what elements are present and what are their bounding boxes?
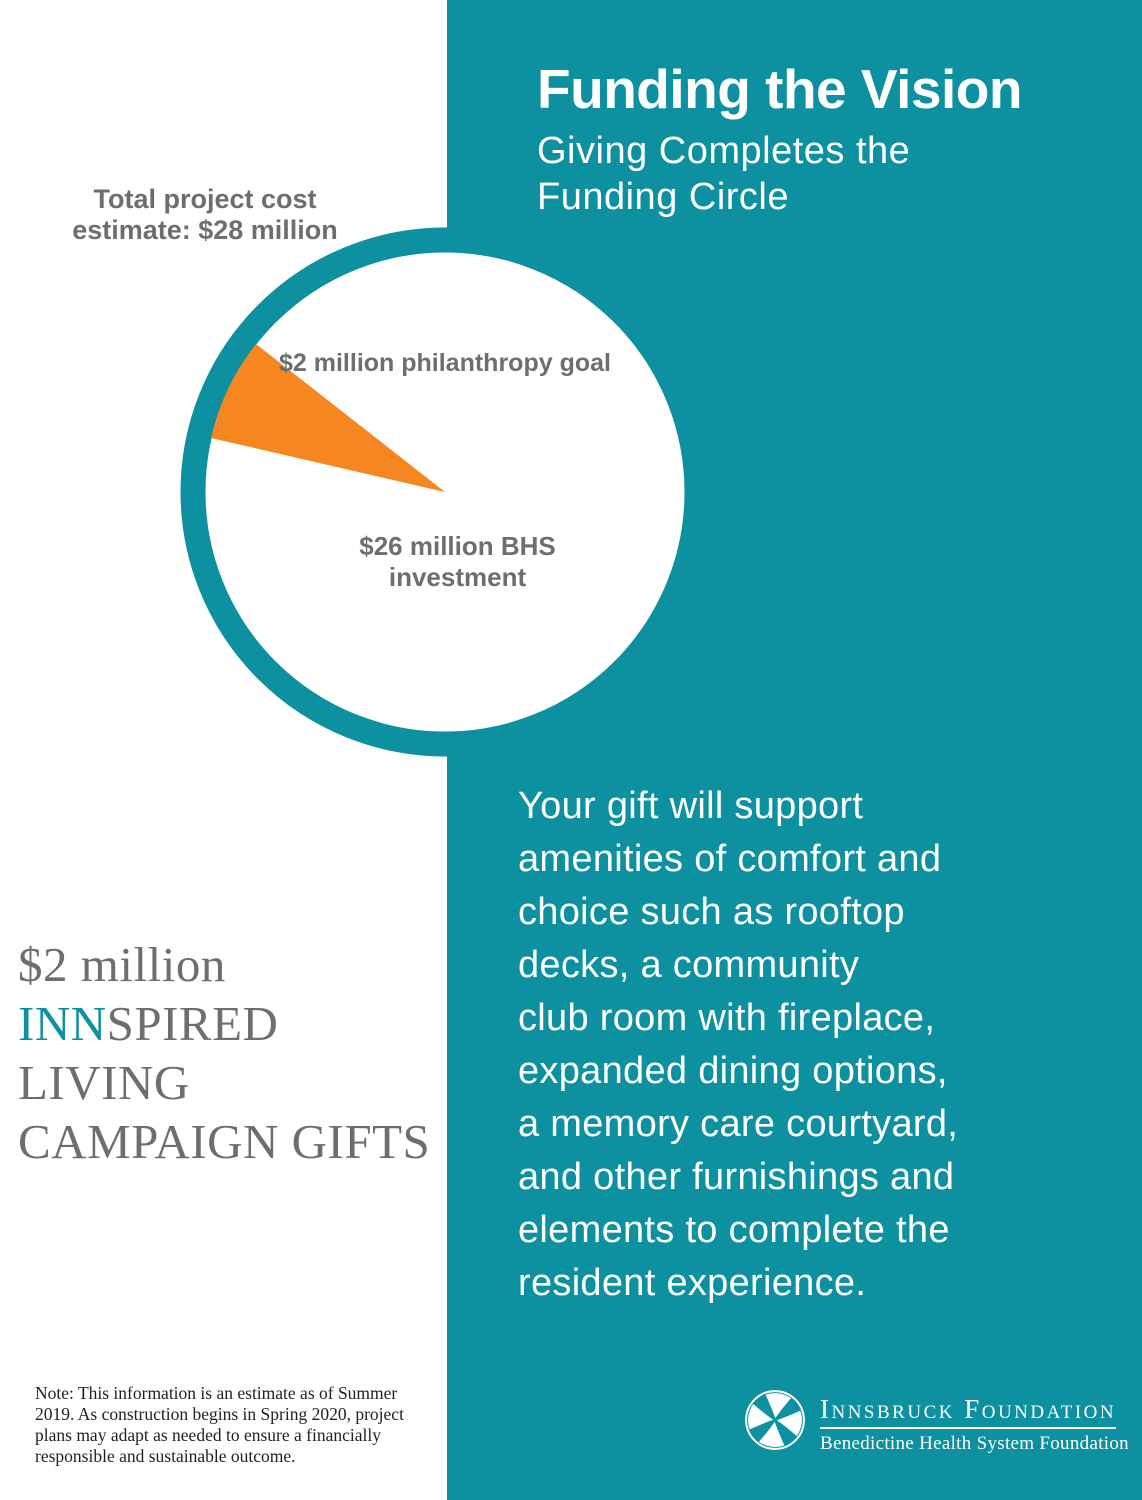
page-subtitle: Giving Completes the Funding Circle	[537, 130, 911, 218]
pie-remainder-label: $26 million BHS investment	[359, 531, 556, 592]
campaign-name-line: INNSPIRED LIVING	[18, 994, 448, 1112]
gift-support-paragraph: Your gift will support amenities of comf…	[518, 785, 959, 1304]
benedictine-cross-icon	[745, 1390, 805, 1450]
campaign-gifts-line: CAMPAIGN GIFTS	[18, 1114, 431, 1169]
pie-slice-philanthropy	[211, 344, 445, 492]
footer-logo-text: Innsbruck Foundation Benedictine Health …	[820, 1396, 1129, 1455]
teal-background-panel	[447, 0, 1142, 1500]
page-title: Funding the Vision	[537, 58, 1022, 120]
pie-slice-label: $2 million philanthropy goal	[279, 349, 611, 377]
campaign-heading: $2 million INNSPIRED LIVING CAMPAIGN GIF…	[18, 935, 448, 1171]
total-cost-label: Total project cost estimate: $28 million	[72, 184, 338, 245]
estimate-note: Note: This information is an estimate as…	[35, 1383, 404, 1466]
funding-pie-chart	[180, 227, 710, 757]
header: Funding the Vision Giving Completes the …	[537, 60, 1097, 220]
campaign-inn-highlight: INN	[18, 996, 107, 1051]
foundation-name: Innsbruck Foundation	[820, 1396, 1117, 1429]
campaign-name-rest: SPIRED LIVING	[18, 996, 279, 1110]
foundation-tagline: Benedictine Health System Foundation	[820, 1433, 1129, 1454]
pie-chart-svg	[180, 227, 710, 757]
campaign-amount: $2 million	[18, 937, 226, 992]
footer-logo: Innsbruck Foundation Benedictine Health …	[742, 1387, 1129, 1455]
